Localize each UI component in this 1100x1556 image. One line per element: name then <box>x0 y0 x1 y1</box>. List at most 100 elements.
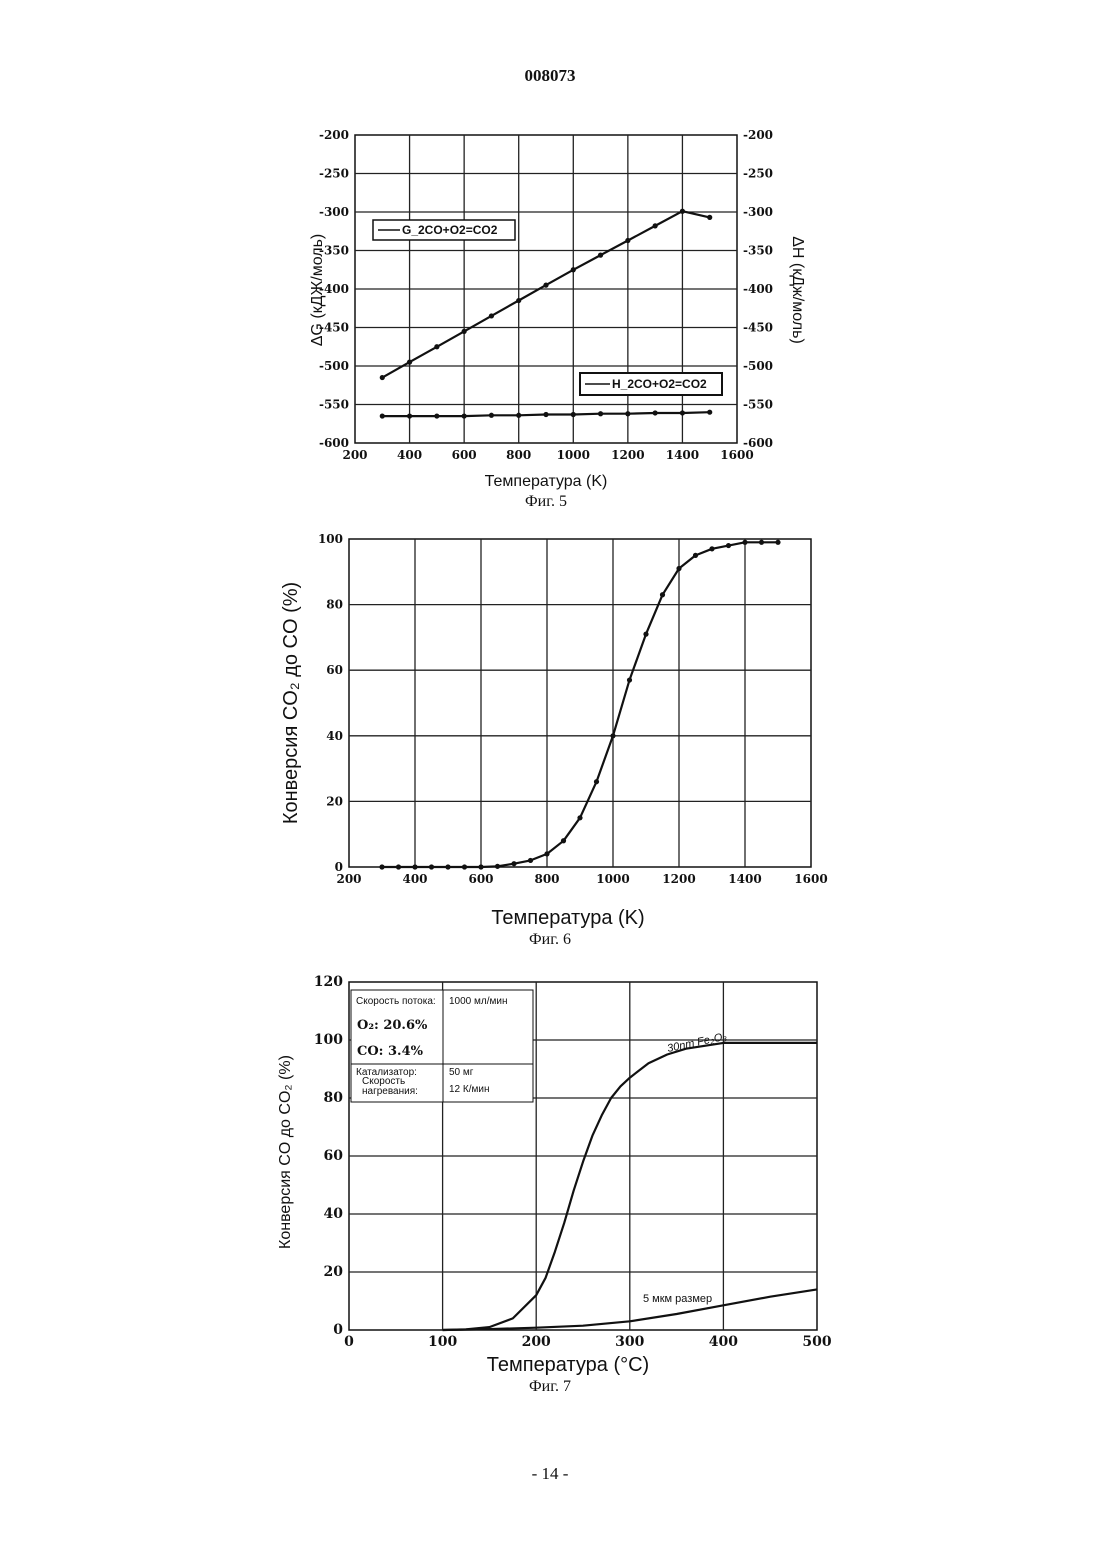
fig6-series <box>379 540 780 870</box>
fig5-x-tick-label: 200 <box>342 448 367 462</box>
fig5-series-1-point <box>653 410 658 415</box>
fig5-y-tick-label: -550 <box>319 398 349 412</box>
fig6-x-tick-label: 400 <box>402 872 427 886</box>
fig6-series-0-point <box>445 864 450 869</box>
fig5-series-0-point <box>434 344 439 349</box>
fig5-legend-g-label: G_2CO+O2=CO2 <box>402 223 498 237</box>
fig5-series-0-point <box>489 313 494 318</box>
fig5-series-1-point <box>571 412 576 417</box>
fig5-series-1-point <box>380 413 385 418</box>
fig5-series-0-point <box>516 298 521 303</box>
fig5-series-0-point <box>543 283 548 288</box>
fig6-series-0-point <box>379 864 384 869</box>
fig6-series-0-point <box>495 864 500 869</box>
fig6-series-0-point <box>627 677 632 682</box>
fig5-series-1-point <box>489 413 494 418</box>
fig5-x-tick-label: 400 <box>397 448 422 462</box>
fig5-series-0-point <box>462 329 467 334</box>
fig6-series-0-point <box>676 566 681 571</box>
fig7-x-tick-label: 200 <box>522 1334 551 1350</box>
fig7-y-tick-label: 80 <box>324 1090 344 1106</box>
fig5-y-tick-label: -300 <box>319 205 349 219</box>
fig7-x-tick-label: 0 <box>344 1334 354 1350</box>
fig6-x-tick-label: 1000 <box>596 872 629 886</box>
fig5-ylabel-right: ΔH (кДж/моль) <box>789 236 806 344</box>
fig7-info-o2: O₂: 20.6% <box>357 1018 428 1033</box>
fig7-y-tick-label: 20 <box>324 1264 344 1280</box>
fig5-y-right-tick-label: -200 <box>743 128 773 142</box>
fig6-caption: Фиг. 6 <box>529 931 571 948</box>
fig5-caption: Фиг. 5 <box>525 493 567 510</box>
fig7-info-heating-value: 12 К/мин <box>449 1084 490 1095</box>
fig6-x-tick-label: 1600 <box>794 872 827 886</box>
fig5-series-1-point <box>707 410 712 415</box>
fig6-series-0-point <box>577 815 582 820</box>
fig5-series-1-point <box>543 412 548 417</box>
fig7-ylabel: Конверсия CO до CO₂ (%) <box>277 1055 294 1249</box>
fig5-series-0-point <box>707 215 712 220</box>
fig5-y-right-tick-label: -350 <box>743 244 773 258</box>
fig6-series-0-point <box>412 864 417 869</box>
fig7-info-flow-value: 1000 мл/мин <box>449 996 508 1007</box>
fig6-series-0-point <box>528 858 533 863</box>
fig6-series-0-point <box>594 779 599 784</box>
fig6-y-tick-label: 20 <box>326 794 343 808</box>
fig7-caption: Фиг. 7 <box>529 1378 571 1395</box>
fig5-series-0-point <box>407 360 412 365</box>
fig7-y-tick-label: 0 <box>333 1322 343 1338</box>
fig6-y-tick-label: 40 <box>326 729 343 743</box>
fig6-y-tick-label: 80 <box>326 598 343 612</box>
fig5-legend-h-label: H_2CO+O2=CO2 <box>612 377 707 391</box>
fig5-legend-h: H_2CO+O2=CO2 <box>580 373 722 395</box>
fig6-series-0-point <box>396 864 401 869</box>
fig5-y-right-tick-label: -500 <box>743 359 773 373</box>
fig7-xlabel: Температура (°C) <box>487 1354 649 1376</box>
fig6-ticks: 2004006008001000120014001600020406080100 <box>318 532 828 886</box>
fig5-y-tick-label: -200 <box>319 128 349 142</box>
fig7-y-tick-label: 40 <box>324 1206 344 1222</box>
fig7-x-tick-label: 500 <box>802 1334 831 1350</box>
fig6-series-0-point <box>775 540 780 545</box>
fig6-x-tick-label: 200 <box>336 872 361 886</box>
fig5-x-tick-label: 1600 <box>720 448 753 462</box>
fig7-x-tick-label: 400 <box>709 1334 738 1350</box>
fig5-y-right-tick-label: -300 <box>743 205 773 219</box>
fig7-y-tick-label: 120 <box>314 974 343 990</box>
fig5-series-0-point <box>680 209 685 214</box>
fig6-series-0-point <box>693 553 698 558</box>
fig5-legend-g: G_2CO+O2=CO2 <box>373 220 515 240</box>
fig5-xlabel: Температура (K) <box>485 473 608 490</box>
fig6-x-tick-label: 1400 <box>728 872 761 886</box>
fig5-y-right-tick-label: -400 <box>743 282 773 296</box>
fig7-y-tick-label: 100 <box>314 1032 343 1048</box>
fig5-series-1-point <box>407 413 412 418</box>
fig6-series-0-point <box>462 864 467 869</box>
fig7-annotation-30nm: 30nm Fe₂O₃ <box>666 1030 728 1054</box>
fig5-series-1-point <box>598 411 603 416</box>
fig7-info-catalyst-value: 50 мг <box>449 1067 474 1078</box>
fig6-xlabel: Температура (K) <box>491 907 644 929</box>
fig5-y-tick-label: -250 <box>319 167 349 181</box>
fig5-x-tick-label: 1000 <box>557 448 590 462</box>
fig5-y-right-tick-label: -550 <box>743 398 773 412</box>
fig6-series-0-point <box>726 543 731 548</box>
figure-6: 2004006008001000120014001600020406080100… <box>280 532 828 948</box>
fig5-series-1-point <box>516 413 521 418</box>
fig5-x-tick-label: 600 <box>452 448 477 462</box>
fig5-series-0-point <box>598 253 603 258</box>
fig7-annotation-5um: 5 мкм размер <box>643 1293 712 1305</box>
fig5-series-1-point <box>625 411 630 416</box>
fig6-y-tick-label: 60 <box>326 663 343 677</box>
fig6-series-0-point <box>478 864 483 869</box>
fig5-series-0-point <box>625 238 630 243</box>
fig5-grid <box>355 135 737 443</box>
fig6-ylabel: Конверсия CO₂ до CO (%) <box>280 582 302 824</box>
fig6-series-0-point <box>742 540 747 545</box>
fig5-x-tick-label: 1400 <box>666 448 699 462</box>
figure-5: 2004006008001000120014001600-200-250-300… <box>309 128 806 510</box>
fig5-y-right-tick-label: -450 <box>743 321 773 335</box>
fig5-x-tick-label: 800 <box>506 448 531 462</box>
fig7-x-tick-label: 100 <box>428 1334 457 1350</box>
fig6-y-tick-label: 0 <box>335 860 343 874</box>
fig6-series-0-point <box>643 632 648 637</box>
